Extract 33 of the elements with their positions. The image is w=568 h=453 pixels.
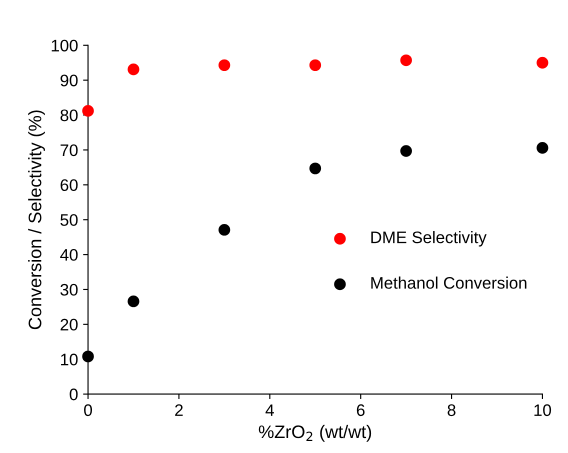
y-tick-label: 0 (70, 388, 78, 400)
y-tick-label: 70 (60, 144, 78, 156)
y-tick-label: 100 (52, 40, 78, 52)
y-tick-label: 60 (60, 179, 78, 192)
y-tick-label: 20 (60, 318, 78, 331)
point (82, 105, 94, 117)
y-tick-label: 80 (60, 109, 78, 122)
point (128, 64, 140, 76)
point (309, 59, 322, 72)
x-tick-label: 0 (84, 404, 92, 416)
point (309, 162, 322, 174)
x-tick-label: 8 (448, 404, 456, 416)
legend-label: Methanol Conversion (371, 276, 526, 289)
y-tick-label: 90 (60, 74, 78, 86)
point (82, 350, 94, 362)
x-tick-label: 2 (175, 404, 183, 416)
point (400, 54, 412, 66)
x-tick-label: 6 (356, 404, 365, 416)
y-axis-title: Conversion / Selectivity (%) (28, 110, 45, 330)
y-tick-label: 50 (60, 214, 78, 226)
point (536, 142, 548, 154)
y-tick-label: 40 (60, 248, 78, 261)
y-tick-label: 10 (61, 354, 78, 366)
x-axis-title: %ZrO$_{2}$ (wt/wt) (258, 424, 372, 442)
point (218, 59, 230, 72)
point (218, 224, 230, 236)
x-tick-label: 4 (266, 404, 274, 416)
x-tick-label: 10 (534, 404, 552, 416)
point (536, 56, 548, 69)
legend-label: DME Selectivity (371, 231, 487, 247)
y-tick-label: 30 (60, 284, 78, 296)
point (400, 145, 412, 157)
point (128, 295, 140, 308)
